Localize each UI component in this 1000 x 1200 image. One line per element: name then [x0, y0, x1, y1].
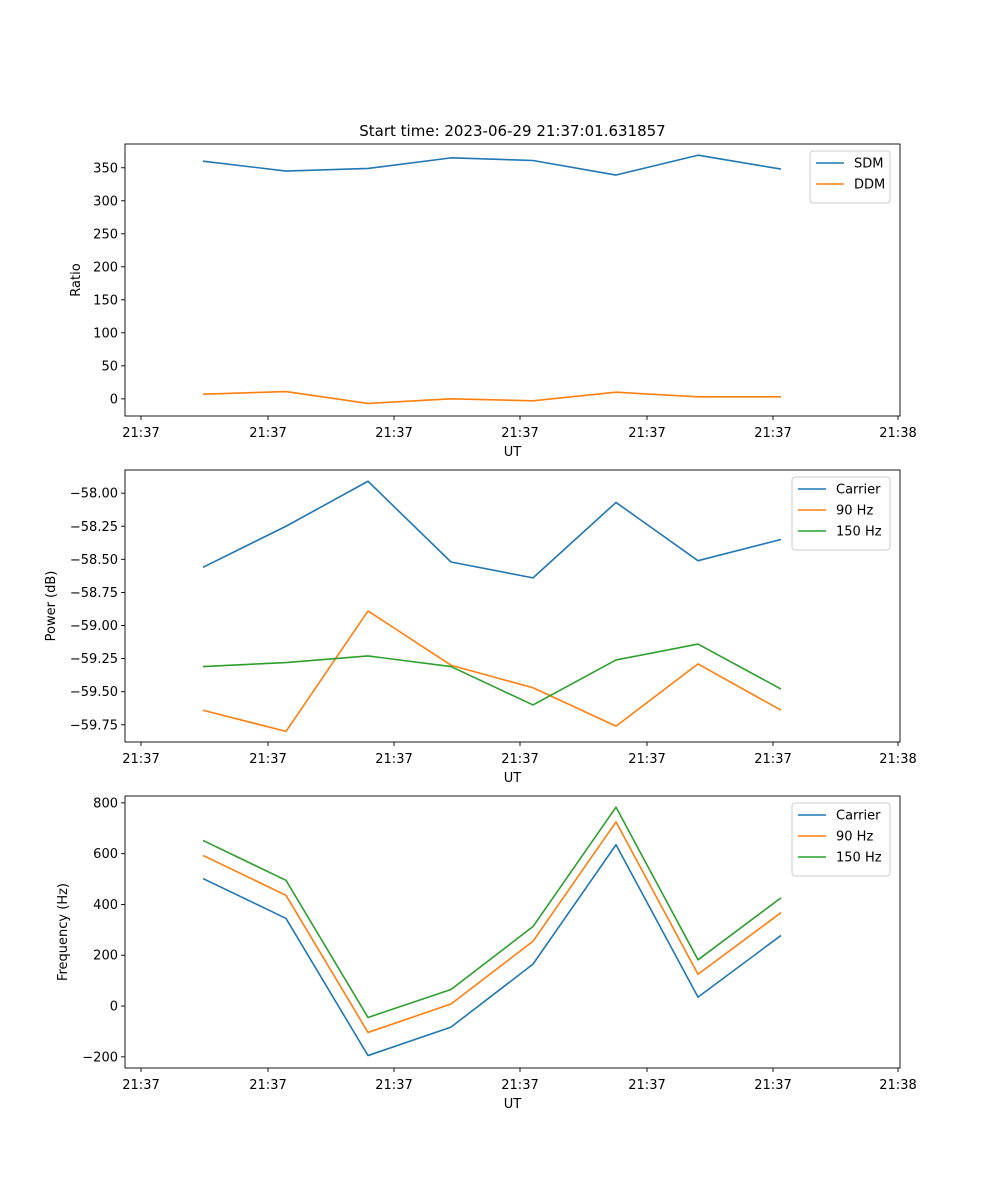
y-axis-label: Power (dB) [44, 571, 59, 642]
y-tick-label: 50 [101, 359, 118, 374]
x-axis-label: UT [504, 445, 522, 460]
legend: Carrier 90 Hz 150 Hz [791, 802, 891, 877]
series-line-90-hz [202, 610, 782, 733]
y-tick-label: 300 [93, 194, 118, 209]
y-tick-label: −59.50 [70, 685, 118, 700]
y-tick-label: −58.75 [70, 586, 118, 601]
legend-label: 90 Hz [836, 830, 873, 845]
y-tick-label: 200 [93, 949, 118, 964]
series-line-sdm [202, 154, 782, 176]
series-line-90-hz [202, 821, 782, 1034]
legend-label: 150 Hz [836, 851, 882, 866]
x-tick-label: 21:37 [375, 1078, 412, 1093]
x-tick-label: 21:37 [754, 752, 791, 767]
legend: Carrier 90 Hz 150 Hz [791, 476, 891, 551]
y-tick-label: −59.00 [70, 619, 118, 634]
legend-label: DDM [854, 178, 885, 193]
axes-frame [124, 469, 901, 743]
legend-label: 150 Hz [836, 525, 882, 540]
chart-panel-1: 0 50 100 150 200 250 300 350 21:37 21:37 21:37 21:3… [69, 143, 917, 460]
y-tick-label: 400 [93, 898, 118, 913]
y-tick-label: −59.25 [70, 652, 118, 667]
x-tick-label: 21:37 [628, 426, 665, 441]
series-line-carrier [202, 843, 782, 1057]
y-tick-label: −58.50 [70, 553, 118, 568]
y-tick-label: 250 [93, 227, 118, 242]
x-tick-label: 21:37 [628, 1078, 665, 1093]
x-axis-label: UT [504, 1097, 522, 1112]
axes-frame [124, 143, 901, 417]
chart-panel-3: −200 0 200 400 600 800 21:37 21:37 21:37 21:37 21:… [56, 795, 917, 1112]
x-tick-label: 21:37 [249, 426, 286, 441]
y-tick-label: 600 [93, 847, 118, 862]
y-tick-label: 150 [93, 293, 118, 308]
x-tick-label: 21:37 [249, 752, 286, 767]
y-tick-label: −58.00 [70, 487, 118, 502]
x-tick-label: 21:38 [879, 1078, 916, 1093]
y-axis-label: Ratio [69, 263, 84, 296]
legend-label: Carrier [836, 483, 881, 498]
x-tick-label: 21:37 [375, 426, 412, 441]
x-tick-label: 21:38 [879, 752, 916, 767]
chart-panel-2: −59.75 −59.50 −59.25 −59.00 −58.75 −58.50 −58.… [44, 469, 917, 786]
x-tick-label: 21:37 [501, 752, 538, 767]
legend-label: Carrier [836, 809, 881, 824]
y-tick-label: 350 [93, 161, 118, 176]
y-tick-label: 200 [93, 260, 118, 275]
series-line-150-hz [202, 643, 782, 706]
y-tick-label: −59.75 [70, 718, 118, 733]
x-tick-label: 21:37 [375, 752, 412, 767]
x-tick-label: 21:37 [122, 1078, 159, 1093]
legend-label: 90 Hz [836, 504, 873, 519]
axes-frame [124, 795, 901, 1069]
y-axis-label: Frequency (Hz) [56, 883, 71, 981]
x-tick-label: 21:38 [879, 426, 916, 441]
legend-box [809, 150, 891, 204]
y-tick-label: −200 [82, 1050, 118, 1065]
y-tick-label: 0 [110, 392, 118, 407]
chart-title: Start time: 2023-06-29 21:37:01.631857 [359, 122, 665, 140]
x-tick-label: 21:37 [122, 752, 159, 767]
x-axis-label: UT [504, 771, 522, 786]
x-tick-label: 21:37 [249, 1078, 286, 1093]
x-tick-label: 21:37 [628, 752, 665, 767]
y-tick-label: 800 [93, 796, 118, 811]
x-tick-label: 21:37 [754, 1078, 791, 1093]
x-tick-label: 21:37 [122, 426, 159, 441]
y-tick-label: −58.25 [70, 520, 118, 535]
series-line-150-hz [202, 806, 782, 1019]
series-line-ddm [202, 390, 781, 405]
x-tick-label: 21:37 [501, 1078, 538, 1093]
y-tick-label: 0 [110, 1000, 118, 1015]
y-tick-label: 100 [93, 326, 118, 341]
x-tick-label: 21:37 [754, 426, 791, 441]
x-tick-label: 21:37 [501, 426, 538, 441]
series-line-carrier [202, 480, 782, 579]
legend: SDM DDM [809, 150, 891, 204]
legend-label: SDM [854, 157, 883, 172]
